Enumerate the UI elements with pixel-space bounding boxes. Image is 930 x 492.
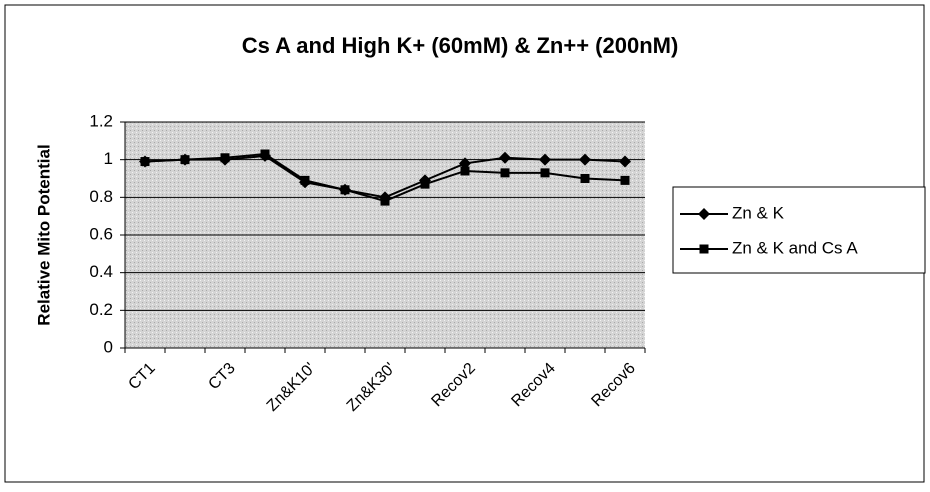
marker [460,166,470,176]
marker [180,155,190,165]
marker [380,196,390,206]
marker [459,157,471,170]
y-tick-label: 0.6 [89,224,113,243]
y-tick-label: 0 [104,337,113,356]
marker [698,208,710,220]
marker [140,157,150,167]
marker [300,175,310,185]
marker [699,244,709,254]
legend-label: Zn & K and Cs A [732,238,858,257]
y-tick-label: 0.8 [89,187,113,206]
y-tick-label: 1.2 [89,111,113,130]
marker [500,168,510,178]
marker [620,175,630,185]
marker [619,155,631,168]
chart-title: Cs A and High K+ (60mM) & Zn++ (200nM) [242,33,679,58]
marker [579,153,591,166]
y-tick-label: 0.4 [89,262,113,281]
legend [672,186,926,274]
marker [260,149,270,159]
marker [539,153,551,166]
marker [220,153,230,163]
marker [580,174,590,183]
y-axis-label: Relative Mito Potential [34,144,53,325]
legend-label: Zn & K [732,203,785,222]
marker [420,179,430,189]
marker [499,151,511,164]
marker [340,185,350,195]
marker [540,168,550,178]
y-tick-label: 1 [104,149,113,168]
y-tick-label: 0.2 [89,300,113,319]
